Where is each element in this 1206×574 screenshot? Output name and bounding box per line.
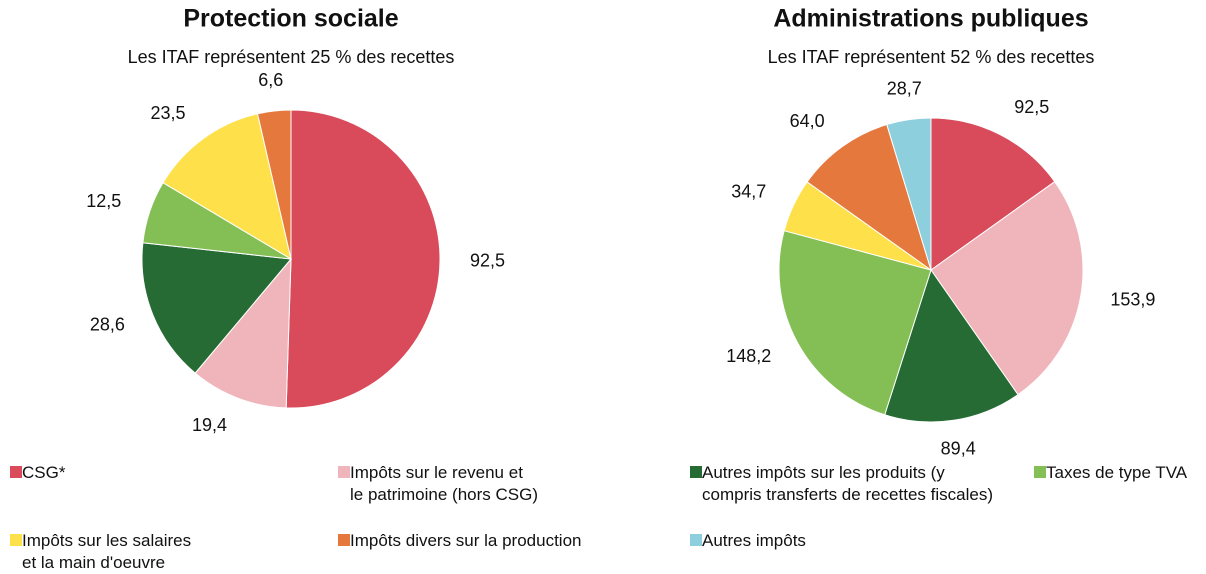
pie-slice xyxy=(930,180,1084,396)
data-label: 89,4 xyxy=(941,439,976,459)
legend-label: Autres impôts xyxy=(702,531,806,550)
data-label: 23,5 xyxy=(151,103,186,123)
legend-item: Impôts sur le revenu et le patrimoine (h… xyxy=(338,462,538,506)
pie-slice xyxy=(285,109,441,409)
chart-title: Protection sociale xyxy=(183,5,398,33)
legend-item: Impôts divers sur la production xyxy=(338,530,582,552)
data-label: 34,7 xyxy=(731,181,766,201)
data-label: 6,6 xyxy=(258,70,283,90)
data-label: 64,0 xyxy=(790,111,825,131)
pie-slice xyxy=(778,230,932,416)
legend-label: Impôts sur les salaires et la main d'oeu… xyxy=(22,531,192,572)
pie-slice xyxy=(884,268,1019,423)
chart-subtitle: Les ITAF représentent 25 % des recettes xyxy=(128,47,455,67)
data-label: 153,9 xyxy=(1110,290,1155,310)
chart-title: Administrations publiques xyxy=(773,5,1088,33)
pie-slice xyxy=(162,113,292,261)
data-label: 12,5 xyxy=(86,191,121,211)
legend-item: Autres impôts sur les produits (y compri… xyxy=(690,462,993,506)
legend-label: Autres impôts sur les produits (y compri… xyxy=(702,463,993,504)
data-label: 92,5 xyxy=(470,251,505,271)
charts: Protection sociale Les ITAF représentent … xyxy=(86,5,1155,459)
data-label: 28,6 xyxy=(90,314,125,334)
legend-swatch xyxy=(690,466,702,478)
legend-swatch xyxy=(690,534,702,546)
data-label: 148,2 xyxy=(726,346,771,366)
legend-swatch xyxy=(1034,466,1046,478)
legend-swatch xyxy=(10,534,22,546)
pie-slice xyxy=(141,242,292,374)
legend-item: CSG* xyxy=(10,462,65,484)
legend-swatch xyxy=(338,534,350,546)
legend-swatch xyxy=(10,466,22,478)
legend-swatch xyxy=(338,466,350,478)
chart-subtitle: Les ITAF représentent 52 % des recettes xyxy=(768,47,1095,67)
data-label: 19,4 xyxy=(192,415,227,435)
pie-slice xyxy=(194,257,292,409)
legend-label: CSG* xyxy=(22,463,66,482)
legend-label: Impôts divers sur la production xyxy=(350,531,582,550)
pie-slice xyxy=(930,117,1056,271)
legend-item: Taxes de type TVA xyxy=(1034,462,1187,484)
data-label: 28,7 xyxy=(887,79,922,99)
pie-slice xyxy=(806,123,932,272)
pie-slice xyxy=(256,109,292,260)
legend-item: Impôts sur les salaires et la main d'oeu… xyxy=(10,530,191,574)
data-label: 92,5 xyxy=(1014,97,1049,117)
legend-label: Impôts sur le revenu et le patrimoine (h… xyxy=(350,463,539,504)
legend-item: Autres impôts xyxy=(690,530,806,552)
pie-slice xyxy=(886,117,932,271)
legend-label: Taxes de type TVA xyxy=(1046,463,1188,482)
